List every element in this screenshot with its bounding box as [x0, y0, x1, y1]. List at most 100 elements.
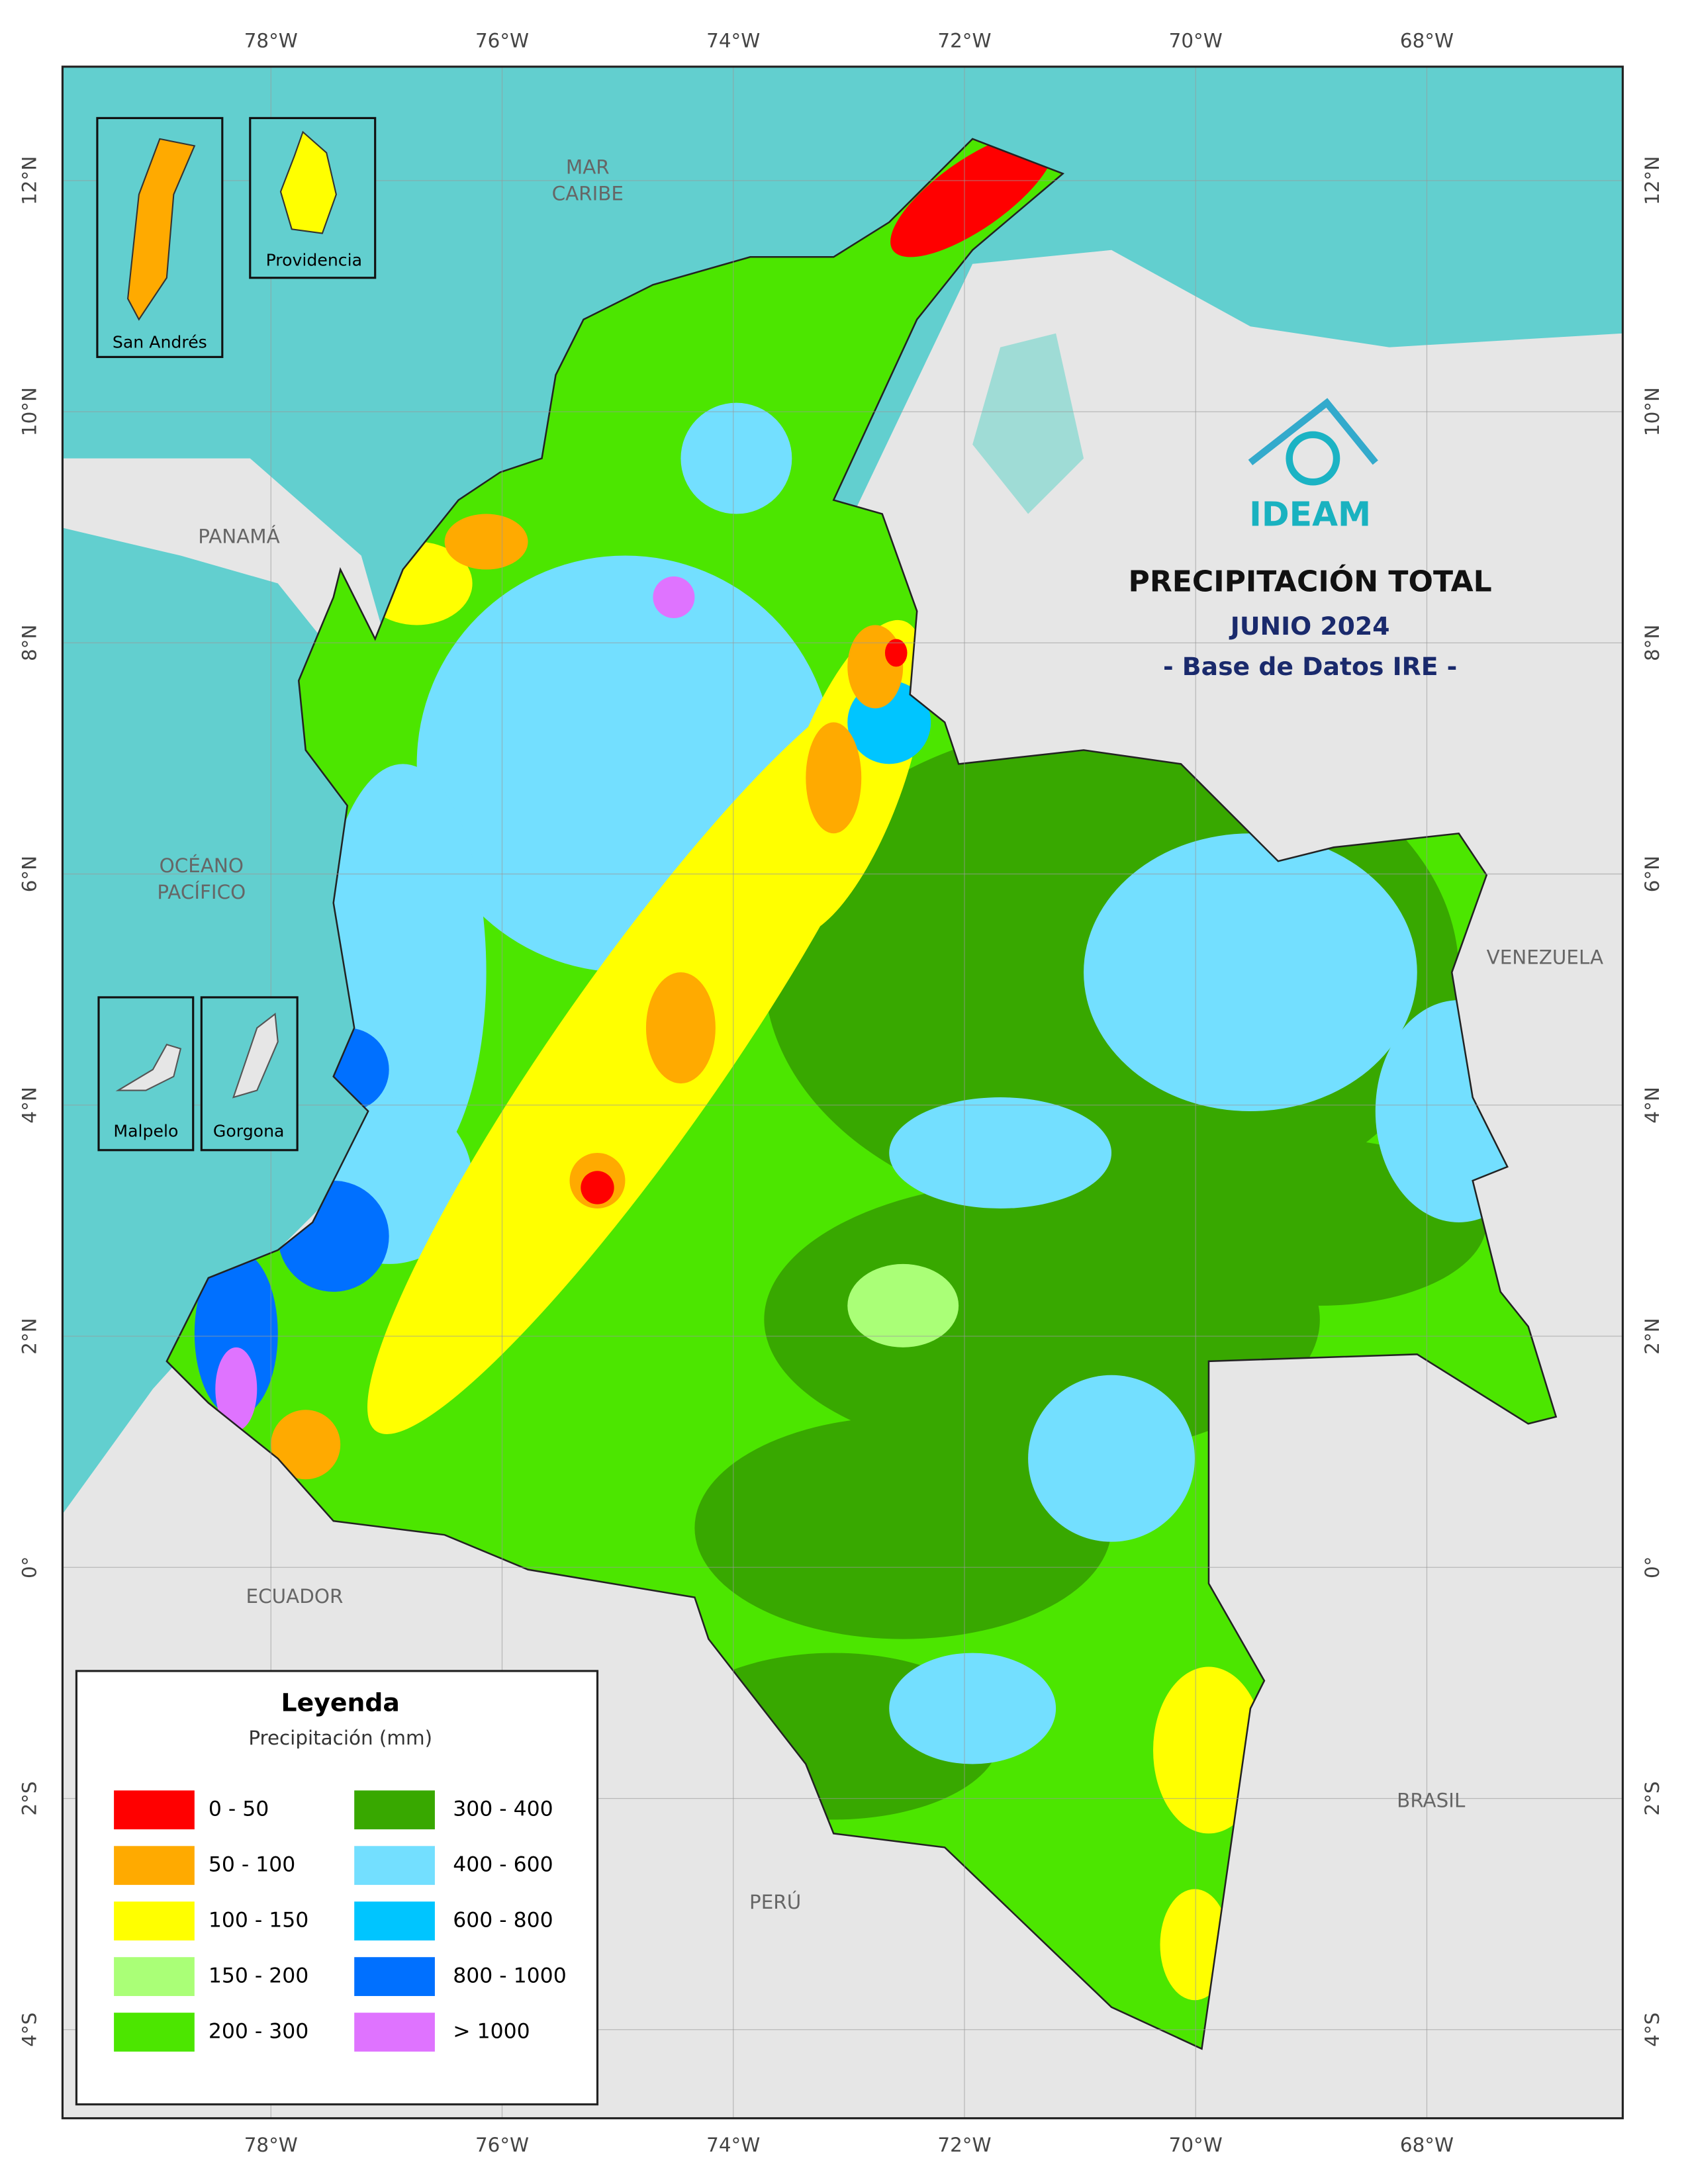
legend-swatch [354, 2013, 435, 2052]
legend-label: 100 - 150 [209, 1909, 309, 1933]
place-label: PERÚ [749, 1889, 801, 1913]
legend-label: 0 - 50 [209, 1797, 269, 1821]
precip-zone [680, 402, 792, 514]
logo-swirl [1286, 431, 1340, 486]
period: JUNIO 2024 [1229, 612, 1390, 641]
island [279, 130, 338, 234]
lat-label: 2°N [19, 1318, 41, 1354]
place-label: ECUADOR [246, 1585, 344, 1608]
inset-label: Providencia [266, 251, 363, 270]
precip-zone [889, 1653, 1056, 1764]
land-panama [62, 458, 389, 653]
lat-label: 10°N [1641, 387, 1664, 436]
precip-zone [271, 1410, 341, 1480]
lat-label: 8°N [19, 625, 41, 661]
precip-zone [1153, 1666, 1264, 1834]
precip-zone [889, 1097, 1112, 1208]
precip-zone [653, 576, 695, 618]
precip-zone [645, 972, 716, 1084]
precip-zone [884, 639, 908, 667]
legend-swatch [114, 1901, 195, 1941]
precip-zone [581, 1171, 614, 1205]
inset-label: San Andrés [113, 332, 207, 351]
legend-title: Leyenda [281, 1688, 400, 1717]
legend-label: 50 - 100 [209, 1853, 295, 1877]
precip-zone [847, 625, 904, 709]
lon-label: 72°W [937, 29, 991, 52]
lat-label: 4°N [1641, 1087, 1664, 1123]
inset-label: Gorgona [213, 1122, 285, 1141]
lon-label: 76°W [475, 29, 529, 52]
legend-swatch [354, 1957, 435, 1996]
map-frame [61, 66, 1624, 2120]
logo-text: IDEAM [1249, 494, 1371, 533]
precip-zone [694, 1416, 1112, 1639]
legend-swatch [114, 1846, 195, 1886]
lat-label: 4°S [19, 2013, 41, 2047]
place-label: BRASIL [1397, 1790, 1466, 1812]
legend-label: 200 - 300 [209, 2020, 309, 2044]
place-label: MAR [566, 156, 610, 178]
lon-label: 68°W [1400, 29, 1454, 52]
lat-label: 0° [1641, 1557, 1664, 1578]
precip-zone [215, 1347, 258, 1431]
precip-zone [806, 722, 862, 834]
lat-label: 12°N [1641, 156, 1664, 205]
legend-label: 300 - 400 [453, 1797, 553, 1821]
logo-roof [1248, 398, 1378, 466]
legend-swatch [354, 1790, 435, 1830]
place-label: VENEZUELA [1487, 946, 1604, 969]
legend-swatch [114, 1790, 195, 1830]
island [232, 1013, 279, 1099]
place-label: PANAMÁ [198, 525, 279, 548]
lat-label: 2°S [19, 1782, 41, 1816]
title: PRECIPITACIÓN TOTAL [1129, 563, 1492, 598]
legend-swatch [114, 1957, 195, 1996]
lon-label: 70°W [1169, 2134, 1223, 2156]
precip-zone [1084, 833, 1417, 1112]
lat-label: 0° [19, 1557, 41, 1578]
precip-zone [444, 514, 528, 570]
lon-label: 78°W [244, 29, 298, 52]
precip-zone [194, 1250, 278, 1417]
place-label: CARIBE [552, 182, 624, 205]
lat-label: 6°N [19, 856, 41, 892]
lat-label: 6°N [1641, 856, 1664, 892]
map-group: 78°W 78°W 76°W 76°W 74°W 74°W 72°W 72°W 70°W 70°W… [19, 29, 1664, 2156]
lat-label: 4°N [19, 1087, 41, 1123]
legend-swatch [354, 1846, 435, 1886]
lat-label: 2°S [1641, 1782, 1664, 1816]
legend-label: 800 - 1000 [453, 1964, 567, 1988]
source: - Base de Datos IRE - [1163, 652, 1457, 681]
country-outline [165, 138, 1558, 2050]
lake [972, 333, 1084, 514]
lat-label: 8°N [1641, 625, 1664, 661]
precip-zone [1028, 1375, 1195, 1542]
inset-label: Malpelo [113, 1122, 178, 1141]
lon-label: 78°W [244, 2134, 298, 2156]
lat-label: 12°N [19, 156, 41, 205]
legend-subtitle: Precipitación (mm) [248, 1727, 432, 1749]
lat-label: 4°S [1641, 2013, 1664, 2047]
legend-label: 400 - 600 [453, 1853, 553, 1877]
lat-label: 2°N [1641, 1318, 1664, 1354]
lon-label: 76°W [475, 2134, 529, 2156]
precip-zone [890, 138, 1055, 257]
legend-swatch [114, 2013, 195, 2052]
lon-label: 68°W [1400, 2134, 1454, 2156]
legend-label: 150 - 200 [209, 1964, 309, 1988]
legend-swatch [354, 1901, 435, 1941]
precip-zone [847, 1263, 959, 1347]
lon-label: 70°W [1169, 29, 1223, 52]
island [127, 138, 196, 321]
legend-label: > 1000 [453, 2020, 530, 2044]
legend-label: 600 - 800 [453, 1909, 553, 1933]
lon-label: 74°W [706, 29, 760, 52]
place-label: PACÍFICO [157, 880, 246, 903]
lon-label: 74°W [706, 2134, 760, 2156]
lon-label: 72°W [937, 2134, 991, 2156]
island [115, 1044, 182, 1091]
place-label: OCÉANO [160, 854, 244, 877]
lat-label: 10°N [19, 387, 41, 436]
